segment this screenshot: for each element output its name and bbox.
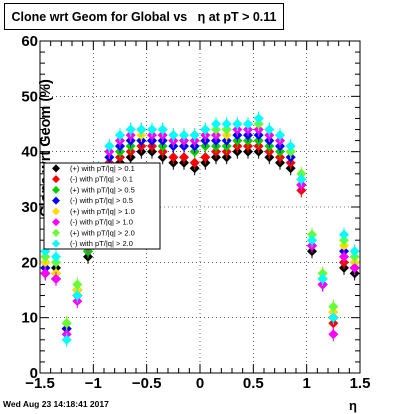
data-point <box>243 119 253 129</box>
y-tick-label: 20 <box>21 254 38 271</box>
legend-entry: (-) with pT/|q| > 0.1 <box>70 175 133 184</box>
data-point <box>328 312 339 323</box>
legend-entry: (+) with pT/|q| > 0.1 <box>70 164 135 173</box>
legend-entry: (-) with pT/|q| > 0.5 <box>70 196 133 205</box>
y-tick-label: 40 <box>21 144 38 161</box>
data-point <box>232 119 243 129</box>
y-tick-label: 50 <box>21 88 38 105</box>
data-point <box>253 113 264 124</box>
data-point <box>168 152 179 163</box>
data-point <box>328 301 339 312</box>
data-point <box>275 130 285 141</box>
x-tick-label: 1.5 <box>350 375 371 392</box>
x-tick-label: −1.5 <box>25 375 55 392</box>
data-point <box>200 152 211 163</box>
legend-marker <box>52 239 60 248</box>
data-point <box>61 334 72 345</box>
y-tick-label: 60 <box>21 33 38 50</box>
x-tick-label: 0.5 <box>243 375 264 392</box>
y-tick-label: 0 <box>30 365 38 382</box>
data-point <box>189 157 200 168</box>
data-point <box>72 290 83 301</box>
data-point <box>40 268 51 279</box>
data-point <box>51 251 61 262</box>
data-point <box>339 229 349 240</box>
data-point <box>115 130 125 141</box>
data-point <box>104 141 115 152</box>
data-point <box>328 329 339 340</box>
data-point <box>179 130 189 141</box>
datestamp: Wed Aug 23 14:18:41 2017 <box>3 399 109 409</box>
legend-marker <box>52 175 60 184</box>
legend-marker <box>52 164 60 173</box>
data-point <box>264 124 275 135</box>
legend-entry: (+) with pT/|q| > 2.0 <box>70 228 135 237</box>
legend-entry: (+) with pT/|q| > 1.0 <box>70 207 135 216</box>
data-point <box>147 124 157 135</box>
x-tick-label: 0 <box>196 375 204 392</box>
data-point <box>179 152 189 163</box>
legend-entry: (-) with pT/|q| > 1.0 <box>70 218 133 227</box>
legend-marker <box>52 185 60 194</box>
y-tick-label: 10 <box>21 310 38 327</box>
x-tick-label: −0.5 <box>132 375 162 392</box>
legend-box <box>43 162 161 250</box>
data-point <box>317 273 328 284</box>
data-point <box>349 246 360 257</box>
legend-entry: (-) with pT/|q| > 2.0 <box>70 239 133 248</box>
data-point <box>349 262 360 273</box>
legend-marker <box>52 207 60 216</box>
chart-title: Clone wrt Geom for Global vs η at pT > 0… <box>4 3 284 30</box>
data-point <box>285 141 296 152</box>
data-point <box>221 119 232 129</box>
y-tick-label: 30 <box>21 199 38 216</box>
legend-marker <box>52 196 60 205</box>
legend-marker <box>52 218 60 227</box>
data-point <box>51 273 61 284</box>
legend-marker <box>52 228 60 237</box>
data-point <box>211 119 221 129</box>
data-point <box>339 251 349 262</box>
data-point <box>157 124 168 135</box>
data-point <box>136 124 147 135</box>
data-point <box>200 124 211 135</box>
grid <box>40 41 360 373</box>
data-point <box>307 235 317 246</box>
legend-entry: (+) with pT/|q| > 0.5 <box>70 185 135 194</box>
x-tick-label: −1 <box>85 375 102 392</box>
x-axis-label: η <box>349 398 357 413</box>
data-point <box>61 318 72 329</box>
data-point <box>168 130 179 141</box>
legend: (+) with pT/|q| > 0.1 (-) with pT/|q| > 0… <box>43 162 161 250</box>
x-tick-label: 1 <box>302 375 310 392</box>
data-point <box>189 130 200 141</box>
data-point <box>296 174 307 185</box>
data-point <box>72 279 83 290</box>
data-point <box>125 124 136 135</box>
